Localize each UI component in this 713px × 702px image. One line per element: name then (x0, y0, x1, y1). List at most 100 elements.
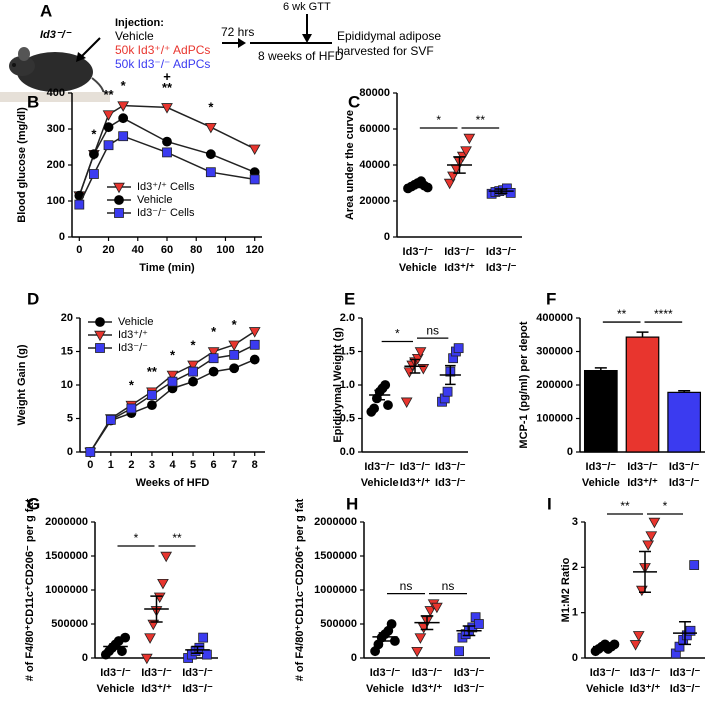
y-tick-label: 1 (572, 607, 578, 619)
error-bar (636, 331, 649, 338)
bar (667, 391, 702, 453)
comparison-label: * (134, 531, 139, 545)
legend-label: Vehicle (118, 316, 153, 328)
error-bar (594, 367, 607, 371)
x-tick-label: Id3⁻/⁻ (435, 477, 466, 489)
marker (157, 578, 169, 590)
x-tick-label: 60 (161, 244, 173, 256)
marker (229, 363, 240, 374)
marker (443, 178, 456, 190)
x-axis-label: Weeks of HFD (136, 477, 210, 489)
error-bar (378, 632, 392, 642)
marker (126, 403, 137, 414)
error-bar (639, 550, 651, 594)
y-tick-label: 15 (61, 345, 73, 357)
y-tick-label: 0 (384, 231, 390, 243)
marker (460, 146, 472, 157)
marker (400, 397, 413, 408)
comparison-label: ns (400, 579, 413, 593)
y-tick-label: 200 (47, 159, 65, 171)
marker (140, 653, 153, 665)
legend-label: Vehicle (137, 194, 172, 206)
x-tick-label: Id3⁻/⁻ (486, 246, 517, 258)
y-tick-label: 100000 (536, 412, 573, 424)
y-tick-label: 0 (351, 652, 357, 664)
x-tick-label: 4 (169, 459, 176, 471)
marker (208, 366, 219, 377)
x-tick-label: Id3⁺/⁺ (630, 683, 661, 695)
y-tick-label: 10 (61, 379, 73, 391)
y-tick-label: 400000 (536, 312, 573, 324)
x-tick-label: Id3⁺/⁺ (141, 683, 172, 695)
marker (389, 636, 400, 646)
x-tick-label: 1 (108, 459, 114, 471)
annotation: ** (103, 87, 114, 102)
annotation: * (121, 78, 127, 93)
y-axis-label: Area under the curve (344, 110, 356, 220)
marker (453, 343, 464, 354)
x-tick-label: Id3⁻/⁻ (486, 262, 517, 274)
comparison-label: * (395, 327, 400, 341)
marker (431, 602, 443, 614)
duration: 8 weeks of HFD (258, 49, 344, 63)
marker (188, 376, 198, 387)
marker (505, 187, 516, 198)
marker (229, 349, 240, 360)
marker (114, 195, 124, 205)
x-tick-label: Id3⁻/⁻ (364, 461, 395, 473)
y-axis-label: MCP-1 (pg/ml) per depot (518, 321, 530, 448)
error-bar (494, 188, 508, 195)
x-tick-label: Vehicle (97, 683, 135, 695)
timepoint: 6 wk GTT (283, 1, 331, 13)
outcome: Epididymal adipose (337, 29, 441, 43)
y-tick-label: 400 (47, 87, 65, 99)
error-bar (599, 644, 611, 649)
error-bar (679, 620, 691, 646)
x-tick-label: 0 (87, 459, 93, 471)
mouse-label: Id3⁻/⁻ (40, 29, 72, 41)
y-tick-label: 500000 (51, 618, 88, 630)
y-tick-label: 300 (47, 123, 65, 135)
annotation: * (211, 324, 217, 339)
x-tick-label: Id3⁻/⁻ (630, 667, 661, 679)
marker (205, 149, 216, 160)
marker (74, 199, 85, 210)
y-tick-label: 60000 (359, 123, 390, 135)
x-tick-label: Vehicle (366, 683, 404, 695)
marker (167, 376, 178, 387)
panel-letter: I (547, 494, 552, 513)
outcome: harvested for SVF (337, 44, 434, 58)
x-tick-label: Id3⁻/⁻ (370, 667, 401, 679)
y-tick-label: 1.5 (340, 345, 355, 357)
y-tick-label: 500000 (320, 618, 357, 630)
x-tick-label: 2 (128, 459, 134, 471)
marker (147, 400, 157, 411)
x-tick-label: Id3⁻/⁻ (669, 461, 700, 473)
x-tick-label: Id3⁻/⁻ (670, 667, 701, 679)
y-tick-label: 40000 (359, 159, 390, 171)
x-tick-label: Id3⁻/⁻ (627, 461, 658, 473)
x-tick-label: 80 (190, 244, 202, 256)
marker (114, 208, 124, 218)
marker (113, 182, 125, 194)
x-tick-label: Id3⁻/⁻ (454, 667, 485, 679)
comparison-label: ** (617, 307, 627, 321)
panel-letter: D (27, 289, 39, 308)
y-axis-label: Weight Gain (g) (16, 344, 28, 425)
injection-title: Injection: (115, 17, 164, 29)
marker (414, 633, 427, 644)
bar (625, 336, 660, 453)
marker (105, 414, 116, 425)
x-tick-label: Id3⁻/⁻ (100, 667, 131, 679)
marker (118, 113, 129, 124)
y-tick-label: 2.0 (340, 312, 355, 324)
marker (118, 131, 129, 142)
x-tick-label: Id3⁻/⁻ (444, 246, 475, 258)
x-tick-label: Id3⁺/⁺ (627, 477, 658, 489)
x-tick-label: Id3⁻/⁻ (400, 461, 431, 473)
annotation: * (129, 378, 135, 393)
marker (454, 646, 465, 657)
marker (685, 625, 696, 636)
marker (228, 340, 241, 352)
marker (411, 646, 423, 658)
